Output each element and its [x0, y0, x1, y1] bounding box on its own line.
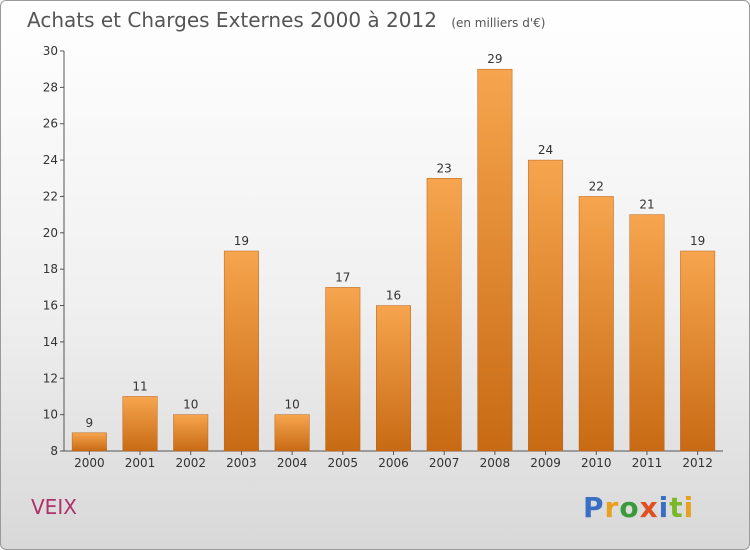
bar-value-label: 9 [86, 416, 94, 430]
data-labels: 9 11 10 19 10 17 16 23 29 24 22 21 19 [86, 52, 706, 430]
bar-value-label: 19 [690, 234, 705, 248]
bars [71, 68, 716, 452]
bar [223, 250, 259, 452]
x-tick-label: 2004 [277, 456, 308, 470]
y-tick-label: 28 [43, 80, 58, 94]
logo-letter: t [669, 491, 684, 524]
bar-value-label: 24 [538, 143, 553, 157]
x-tick-label: 2002 [175, 456, 206, 470]
chart-title-text: Achats et Charges Externes 2000 à 2012 [27, 8, 437, 32]
logo-letter: o [619, 491, 640, 524]
logo-letter: r [604, 491, 620, 524]
chart-title: Achats et Charges Externes 2000 à 2012 (… [27, 8, 545, 32]
x-tick-label: 2005 [328, 456, 359, 470]
y-tick-label: 16 [43, 299, 58, 313]
logo-letter: x [639, 491, 659, 524]
place-name: VEIX [31, 495, 77, 519]
x-tick-label: 2012 [682, 456, 713, 470]
bar-value-label: 10 [284, 398, 299, 412]
bar [122, 396, 158, 452]
bar-value-label: 29 [487, 52, 502, 66]
bar [71, 432, 107, 452]
y-tick-label: 26 [43, 117, 58, 131]
y-tick-label: 30 [43, 44, 58, 58]
x-tick-label: 2006 [378, 456, 409, 470]
logo-letter: i [658, 491, 670, 524]
bar [274, 414, 310, 452]
bar-value-label: 17 [335, 270, 350, 284]
x-tick-label: 2001 [125, 456, 156, 470]
y-tick-label: 8 [50, 444, 58, 458]
bar [325, 287, 361, 452]
x-tick-label: 2008 [480, 456, 511, 470]
x-tick-label: 2009 [530, 456, 561, 470]
y-tick-label: 14 [43, 335, 58, 349]
bar [629, 214, 665, 452]
bar-value-label: 10 [183, 398, 198, 412]
bar [578, 196, 614, 452]
x-tick-label: 2003 [226, 456, 257, 470]
x-tick-label: 2007 [429, 456, 460, 470]
bar-value-label: 16 [386, 289, 401, 303]
bar [173, 414, 209, 452]
bar [426, 178, 462, 452]
bar-value-label: 22 [589, 179, 604, 193]
y-tick-label: 12 [43, 371, 58, 385]
bar-value-label: 21 [639, 198, 654, 212]
y-tick-label: 18 [43, 262, 58, 276]
bar [477, 68, 513, 452]
bar-value-label: 11 [132, 379, 147, 393]
logo-letter: P [583, 491, 605, 524]
logo-letter: i [683, 491, 695, 524]
bar [376, 305, 411, 452]
x-tick-label: 2010 [581, 456, 612, 470]
proxiti-logo: Proxiti [583, 491, 694, 524]
y-tick-label: 22 [43, 189, 58, 203]
chart-subtitle: (en milliers d'€) [451, 16, 546, 30]
x-tick-label: 2000 [74, 456, 105, 470]
bar [528, 159, 564, 452]
y-tick-label: 20 [43, 226, 58, 240]
bar-value-label: 19 [234, 234, 249, 248]
bar [680, 250, 716, 452]
bar-value-label: 23 [437, 161, 452, 175]
axes: 8 10 12 14 16 18 20 22 24 26 28 30 2000 2001 2002 2003 2… [43, 44, 723, 470]
y-tick-label: 10 [43, 408, 58, 422]
y-tick-label: 24 [43, 153, 58, 167]
x-tick-label: 2011 [632, 456, 663, 470]
